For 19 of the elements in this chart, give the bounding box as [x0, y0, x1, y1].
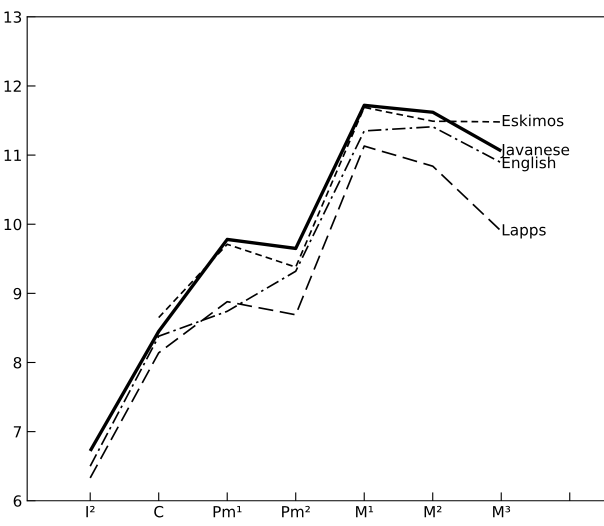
y-tick-label: 13 — [4, 11, 22, 23]
y-tick-label: 11 — [4, 150, 21, 161]
y-tick-label: 7 — [14, 426, 22, 438]
x-tick-label: Pm¹ — [214, 506, 242, 518]
y-tick-label: 6 — [14, 495, 22, 507]
series-label: Eskimos — [502, 114, 564, 126]
y-tick-label: 8 — [14, 356, 22, 369]
x-tick-label: M¹ — [356, 506, 374, 518]
series-label: Lapps — [502, 224, 546, 239]
x-tick-label: C — [154, 506, 164, 518]
x-tick-label: I² — [86, 506, 95, 518]
y-tick-label: 12 — [4, 80, 21, 92]
x-tick-label: M² — [424, 506, 442, 518]
x-tick-label: M³ — [493, 506, 510, 518]
series-label: English — [502, 156, 556, 172]
x-tick-label: Pm² — [282, 506, 310, 518]
series-label: Javanese — [500, 144, 570, 158]
y-tick-label: 9 — [14, 288, 22, 300]
y-tick-label: 10 — [4, 218, 22, 230]
